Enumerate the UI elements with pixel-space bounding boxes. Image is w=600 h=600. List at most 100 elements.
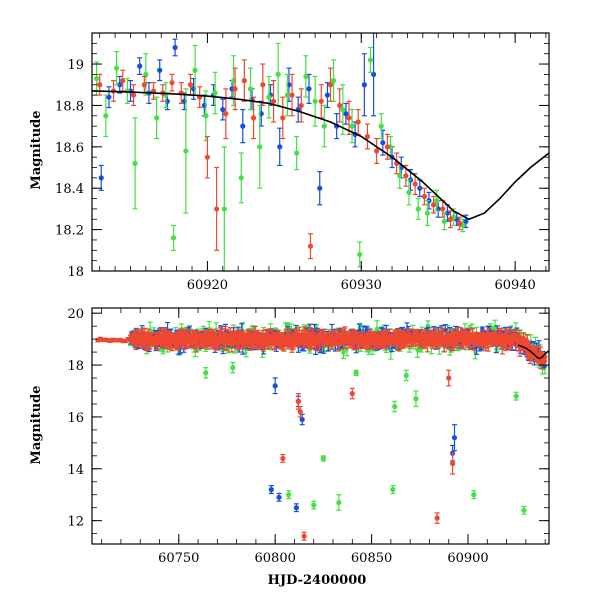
top-data-point-blue (98, 175, 104, 181)
top-data-point-red (355, 119, 361, 125)
top-x-tick-label: 60940 (494, 278, 535, 293)
top-data-point-green (340, 106, 346, 113)
top-data-point-blue (380, 140, 386, 146)
top-data-point-red (374, 148, 380, 154)
top-data-point-blue (306, 86, 312, 92)
top-data-point-red (223, 111, 229, 117)
top-data-point-blue (240, 123, 246, 129)
top-data-point-red (214, 206, 220, 212)
top-data-point-red (457, 220, 463, 226)
top-y-tick-label: 18.8 (55, 99, 84, 114)
top-y-tick-label: 19 (67, 58, 84, 73)
top-data-point-red (232, 86, 238, 92)
top-data-point-blue (444, 210, 451, 216)
top-data-point-red (403, 173, 409, 179)
top-panel: 60920 60930 60940 18 18.2 18.4 18.6 18.8 19 Magn… (29, 32, 550, 293)
top-data-point-green (170, 235, 177, 241)
top-data-point-red (318, 98, 324, 104)
top-data-point-red (298, 102, 304, 109)
top-data-point-red (169, 80, 175, 86)
top-data-point-green (406, 189, 412, 195)
top-data-point-red (289, 92, 295, 98)
top-data-point-green (203, 113, 209, 119)
top-data-point-blue (106, 94, 112, 100)
top-data-point-green (284, 92, 291, 98)
top-panel-ticks: 60920 60930 60940 18 18.2 18.4 18.6 18.8 19 (55, 33, 549, 293)
top-data-point-green (397, 173, 403, 179)
top-data-point-red (204, 154, 211, 160)
top-data-point-blue (220, 106, 226, 113)
top-data-point-blue (277, 144, 283, 150)
top-data-point-green (312, 98, 318, 104)
top-data-point-red (447, 216, 454, 222)
top-data-point-red (270, 98, 277, 104)
top-data-point-red (130, 92, 137, 98)
top-panel-frame (91, 32, 550, 272)
top-data-point-green (183, 148, 189, 154)
top-data-point-red (337, 102, 343, 109)
top-data-point-green (132, 160, 138, 166)
top-data-point-green (294, 150, 300, 156)
top-data-point-green (415, 206, 421, 212)
top-data-point-red (346, 115, 352, 121)
top-data-point-green (103, 113, 109, 119)
top-data-point-red (327, 82, 334, 88)
top-data-point-red (260, 82, 266, 88)
top-data-point-red (187, 82, 194, 88)
top-data-point-green (303, 73, 309, 80)
bottom-panel-data (95, 319, 549, 541)
top-data-point-green (257, 144, 263, 150)
top-data-point-green (330, 78, 337, 84)
top-data-point-green (266, 94, 272, 100)
top-data-point-green (94, 75, 100, 82)
top-data-point-red (307, 243, 314, 249)
top-data-point-green (424, 210, 431, 216)
top-data-point-green (154, 115, 160, 121)
top-data-point-green (114, 65, 120, 71)
top-data-point-blue (317, 185, 323, 191)
top-data-point-green (238, 175, 244, 181)
top-data-point-green (367, 57, 374, 63)
top-data-point-green (321, 123, 327, 129)
top-data-point-red (280, 115, 286, 121)
top-data-point-red (421, 193, 427, 200)
top-data-point-blue (343, 111, 349, 117)
bottom-data-point-red (295, 342, 301, 347)
top-data-point-green (212, 90, 218, 96)
top-data-point-blue (370, 71, 377, 77)
top-data-point-green (143, 71, 149, 77)
top-data-point-blue (417, 185, 423, 191)
top-y-tick-label: 18.6 (55, 141, 84, 156)
top-data-point-red (364, 133, 371, 140)
top-y-tick-label: 18 (67, 265, 84, 280)
top-x-tick-label: 60930 (341, 278, 382, 293)
top-data-point-green (378, 123, 384, 129)
top-data-point-blue (157, 67, 163, 73)
top-data-point-red (384, 144, 391, 150)
top-data-point-green (275, 71, 281, 77)
top-y-axis-title: Magnitude (29, 110, 44, 189)
top-data-point-red (120, 78, 126, 84)
top-data-point-blue (463, 218, 469, 224)
top-data-point-green (247, 86, 254, 92)
top-data-point-red (97, 82, 103, 88)
top-data-point-blue (324, 92, 331, 98)
top-data-point-blue (117, 82, 123, 88)
top-data-point-red (141, 82, 147, 88)
top-data-point-blue (172, 44, 178, 51)
top-data-point-blue (361, 82, 367, 88)
top-data-point-green (349, 123, 355, 129)
top-data-point-red (430, 202, 437, 208)
top-x-tick-label: 60920 (187, 278, 228, 293)
top-panel-data (92, 33, 549, 271)
top-data-point-green (441, 218, 447, 224)
top-model-curve (92, 90, 549, 221)
top-data-point-blue (137, 63, 143, 69)
top-data-point-red (412, 181, 418, 187)
top-data-point-green (434, 198, 440, 204)
top-data-point-green (124, 88, 130, 94)
top-data-point-red (250, 115, 257, 121)
top-data-point-red (440, 206, 446, 212)
